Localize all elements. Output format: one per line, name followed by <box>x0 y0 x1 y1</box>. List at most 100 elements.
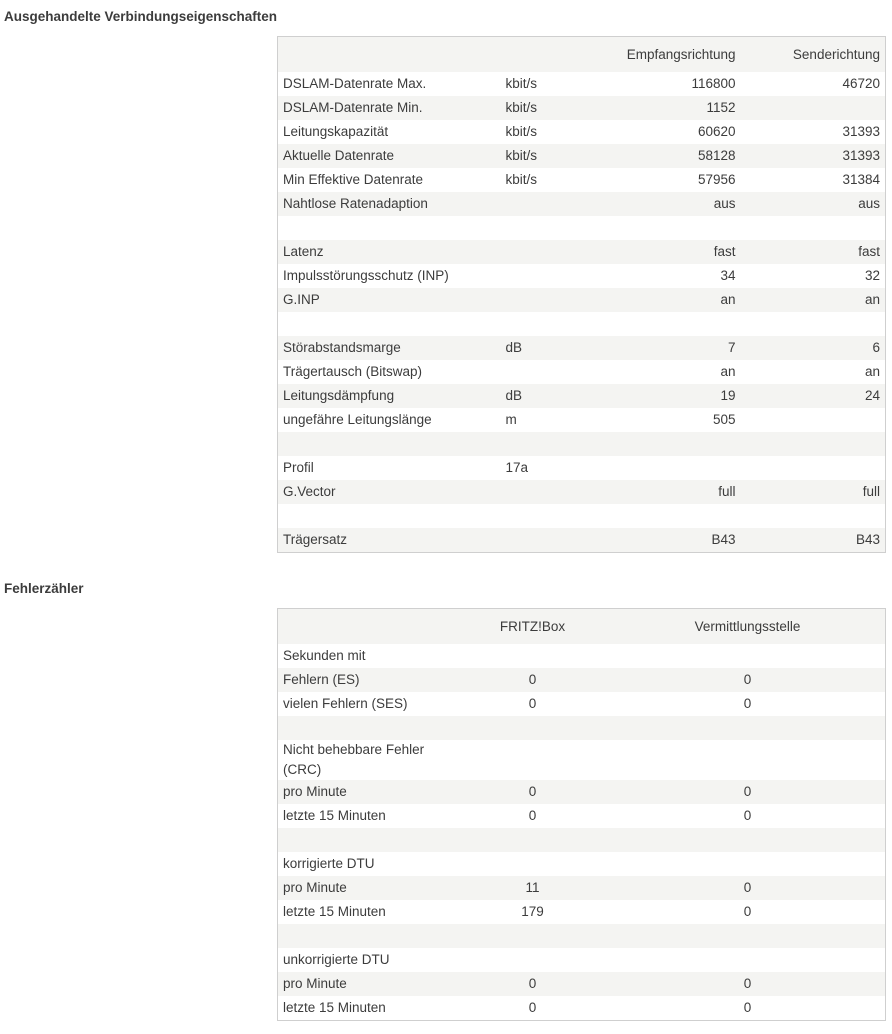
table-row: Sekunden mit <box>278 644 886 668</box>
row-label: letzte 15 Minuten <box>283 807 386 823</box>
table-row: Profil 17a <box>278 456 886 480</box>
cell-3: 0 <box>743 671 752 687</box>
cell-3: 116800 <box>691 75 736 91</box>
cell-3 <box>618 828 878 852</box>
row-label: vielen Fehlern (SES) <box>283 695 408 711</box>
cell-2: 179 <box>521 903 544 919</box>
cell-3: full <box>718 483 736 499</box>
cell-3 <box>611 456 741 480</box>
cell-4: 31393 <box>842 147 880 163</box>
cell-4: full <box>862 483 880 499</box>
cell-3: 0 <box>743 903 752 919</box>
cell-2 <box>501 312 611 336</box>
cell-2: 0 <box>528 671 537 687</box>
cell-4: 31393 <box>842 123 880 139</box>
row-label: Leitungsdämpfung <box>283 387 395 403</box>
section-title-errors: Fehlerzähler <box>4 581 84 596</box>
cell-3: 505 <box>712 411 736 427</box>
table-row <box>278 216 886 240</box>
cell-2: m <box>505 411 517 427</box>
header-label <box>278 37 501 72</box>
row-label: DSLAM-Datenrate Max. <box>283 75 427 91</box>
cell-2: 0 <box>528 975 537 991</box>
row-label <box>278 312 501 336</box>
cell-4 <box>741 408 886 432</box>
table-row: Trägersatz B43 B43 <box>277 527 886 553</box>
header-downstream: Empfangsrichtung <box>626 46 736 62</box>
table-row: Leitungskapazität kbit/s 60620 31393 <box>278 120 886 144</box>
row-label: Nahtlose Ratenadaption <box>283 195 428 211</box>
table-row: pro Minute 11 0 <box>277 875 886 900</box>
row-label: pro Minute <box>283 783 347 799</box>
row-label <box>278 828 448 852</box>
cell-4 <box>741 216 886 240</box>
table-row: G.Vector full full <box>277 479 886 504</box>
row-label: DSLAM-Datenrate Min. <box>283 99 423 115</box>
cell-3: an <box>720 363 736 379</box>
cell-4: aus <box>858 195 880 211</box>
cell-2: 17a <box>505 459 529 475</box>
row-label: G.INP <box>283 291 320 307</box>
row-label: letzte 15 Minuten <box>283 903 386 919</box>
row-label: Trägersatz <box>283 531 348 547</box>
table-header: Empfangsrichtung Senderichtung <box>277 36 886 72</box>
row-label: Profil <box>283 459 314 475</box>
cell-4 <box>741 504 886 528</box>
row-label: Nicht behebbare Fehler (CRC) <box>283 741 425 777</box>
table-row <box>278 504 886 528</box>
cell-3 <box>611 312 741 336</box>
cell-2: kbit/s <box>505 171 538 187</box>
cell-3 <box>618 852 878 876</box>
cell-2 <box>501 504 611 528</box>
row-label: Min Effektive Datenrate <box>283 171 424 187</box>
cell-3: 0 <box>743 807 752 823</box>
table-row: Trägertausch (Bitswap) an an <box>278 360 886 384</box>
cell-3 <box>618 948 878 972</box>
error-counter-table: FRITZ!Box Vermittlungsstelle Sekunden mi… <box>277 608 886 1021</box>
cell-4: 24 <box>864 387 880 403</box>
header-label <box>278 609 448 644</box>
table-row <box>277 827 886 852</box>
cell-2 <box>501 192 611 216</box>
table-row: pro Minute 0 0 <box>277 971 886 996</box>
cell-3: 0 <box>743 975 752 991</box>
cell-3: fast <box>713 243 736 259</box>
cell-2: 0 <box>528 999 537 1015</box>
row-label: Leitungskapazität <box>283 123 389 139</box>
table-row: vielen Fehlern (SES) 0 0 <box>278 692 886 716</box>
table-row: letzte 15 Minuten 0 0 <box>278 804 886 828</box>
table-row <box>278 312 886 336</box>
cell-2 <box>448 948 618 972</box>
cell-2: 0 <box>528 695 537 711</box>
row-label: Sekunden mit <box>283 647 366 663</box>
row-label <box>278 924 448 948</box>
cell-4: an <box>864 363 880 379</box>
cell-3: aus <box>713 195 736 211</box>
cell-2 <box>501 528 611 553</box>
cell-2: kbit/s <box>505 99 538 115</box>
table-row: Impulsstörungsschutz (INP) 34 32 <box>278 264 886 288</box>
table-row: Nahtlose Ratenadaption aus aus <box>277 191 886 216</box>
table-row: Störabstandsmarge dB 7 6 <box>277 335 886 360</box>
cell-2 <box>448 852 618 876</box>
cell-4: 46720 <box>842 75 880 91</box>
row-label <box>278 216 501 240</box>
cell-3 <box>611 504 741 528</box>
table-row <box>277 923 886 948</box>
cell-4 <box>741 312 886 336</box>
table-row: pro Minute 0 0 <box>277 779 886 804</box>
row-label: Fehlern (ES) <box>283 671 360 687</box>
row-label: Impulsstörungsschutz (INP) <box>283 267 449 283</box>
cell-2: kbit/s <box>505 147 538 163</box>
row-label: Aktuelle Datenrate <box>283 147 395 163</box>
cell-4: 6 <box>872 339 880 355</box>
cell-4: an <box>864 291 880 307</box>
cell-3 <box>611 432 741 456</box>
cell-4: 32 <box>864 267 880 283</box>
cell-2: 0 <box>528 807 537 823</box>
table-row: Fehlern (ES) 0 0 <box>277 667 886 692</box>
cell-2 <box>448 740 618 780</box>
table-row <box>277 715 886 740</box>
row-label: ungefähre Leitungslänge <box>283 411 432 427</box>
row-label <box>278 504 501 528</box>
